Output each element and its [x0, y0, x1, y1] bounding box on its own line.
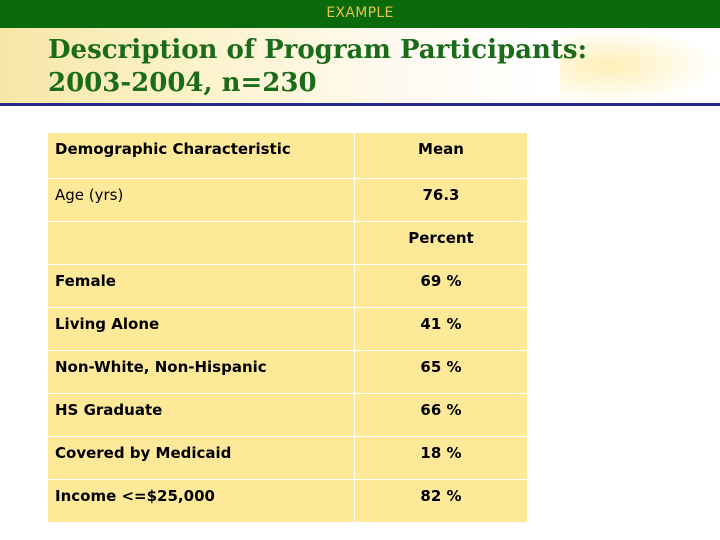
- table-subheader-percent: Percent: [354, 221, 528, 265]
- table-row: Income <=$25,000 82 %: [47, 479, 528, 523]
- title-glow-decoration: [560, 28, 720, 104]
- title-band: [0, 28, 720, 104]
- row-value: 69 %: [354, 264, 528, 308]
- row-value: 18 %: [354, 436, 528, 480]
- demographics-table: Demographic Characteristic Mean Age (yrs…: [47, 132, 528, 523]
- row-label: Age (yrs): [47, 178, 355, 222]
- row-label: Covered by Medicaid: [47, 436, 355, 480]
- slide-title-line-1: Description of Program Participants:: [48, 35, 588, 65]
- table-row: HS Graduate 66 %: [47, 393, 528, 437]
- row-label: Income <=$25,000: [47, 479, 355, 523]
- row-value: 66 %: [354, 393, 528, 437]
- table-row: Age (yrs) 76.3: [47, 178, 528, 222]
- row-value: 41 %: [354, 307, 528, 351]
- table-header-mean: Mean: [354, 132, 528, 179]
- slide-title-line-2: 2003-2004, n=230: [48, 68, 317, 98]
- row-label: HS Graduate: [47, 393, 355, 437]
- top-bar: EXAMPLE: [0, 0, 720, 28]
- table-row: Non-White, Non-Hispanic 65 %: [47, 350, 528, 394]
- table-row: Covered by Medicaid 18 %: [47, 436, 528, 480]
- title-divider: [0, 103, 720, 106]
- slide-tag: EXAMPLE: [326, 5, 394, 21]
- row-label: [47, 221, 355, 265]
- row-value: 82 %: [354, 479, 528, 523]
- row-value: 76.3: [354, 178, 528, 222]
- table-row: Female 69 %: [47, 264, 528, 308]
- row-label: Female: [47, 264, 355, 308]
- row-value: 65 %: [354, 350, 528, 394]
- table-header-row: Demographic Characteristic Mean: [47, 132, 528, 179]
- row-label: Living Alone: [47, 307, 355, 351]
- row-label: Non-White, Non-Hispanic: [47, 350, 355, 394]
- table-row: Percent: [47, 221, 528, 265]
- table-row: Living Alone 41 %: [47, 307, 528, 351]
- table-header-characteristic: Demographic Characteristic: [47, 132, 355, 179]
- slide-title: Description of Program Participants: 200…: [48, 34, 587, 100]
